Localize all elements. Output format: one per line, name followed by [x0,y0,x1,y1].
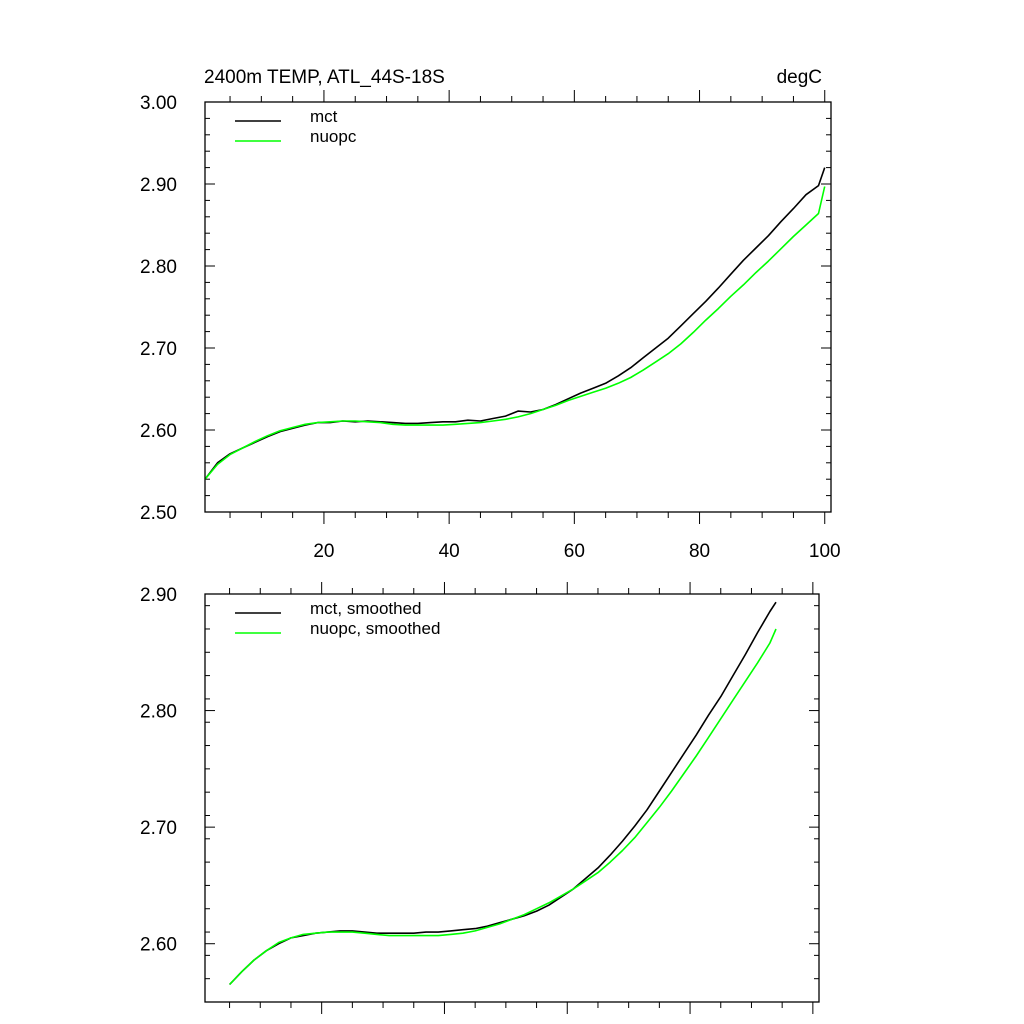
top-panel-series [204,167,826,480]
legend-label: nuopc, smoothed [310,619,440,638]
x-tick-label: 100 [809,541,841,562]
top-panel: 2400m TEMP, ATL_44S-18S degC 2.50 2.60 2.7… [140,67,841,562]
y-tick-label: 2.80 [140,257,177,278]
series-line-nuopc [229,628,777,986]
top-panel-frame [204,101,832,513]
x-tick-label: 60 [564,541,585,562]
y-tick-label: 2.80 [140,702,177,723]
y-tick-label: 2.70 [140,339,177,360]
chart-title: 2400m TEMP, ATL_44S-18S [204,67,445,88]
y-tick-label: 2.70 [140,818,177,839]
x-tick-label: 40 [439,541,460,562]
y-tick-label: 2.90 [140,175,177,196]
x-tick-label: 20 [313,541,334,562]
legend-label: mct [310,107,338,126]
bottom-panel-series [229,601,777,986]
legend-label: mct, smoothed [310,599,422,618]
y-tick-label: 2.60 [140,935,177,956]
y-tick-label: 2.60 [140,421,177,442]
legend-label: nuopc [310,127,357,146]
y-tick-label: 3.00 [140,93,177,114]
series-line-nuopc [204,186,826,480]
y-tick-label: 2.50 [140,503,177,524]
units-label: degC [777,67,822,88]
x-tick-label: 80 [689,541,710,562]
top-panel-ticks: 2.50 2.60 2.70 2.80 2.90 3.00 20 40 60 80 100 [140,90,841,562]
bottom-panel-frame [204,593,820,1003]
y-tick-label: 2.90 [140,585,177,606]
